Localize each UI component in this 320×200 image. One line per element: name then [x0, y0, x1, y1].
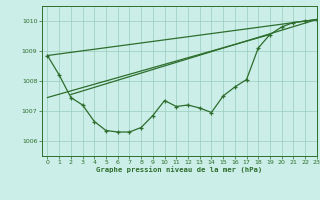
X-axis label: Graphe pression niveau de la mer (hPa): Graphe pression niveau de la mer (hPa) [96, 167, 262, 173]
